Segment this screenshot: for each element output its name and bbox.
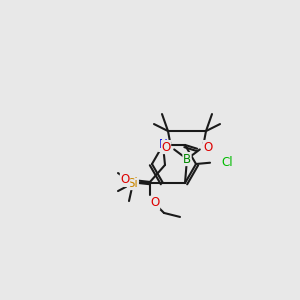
Text: O: O bbox=[150, 196, 160, 209]
Text: Cl: Cl bbox=[221, 155, 233, 169]
Text: O: O bbox=[120, 173, 130, 186]
Text: O: O bbox=[203, 141, 213, 154]
Text: N: N bbox=[159, 138, 167, 152]
Text: Si: Si bbox=[128, 177, 138, 190]
Text: O: O bbox=[203, 143, 213, 156]
Text: O: O bbox=[161, 141, 171, 154]
Text: B: B bbox=[183, 153, 191, 166]
